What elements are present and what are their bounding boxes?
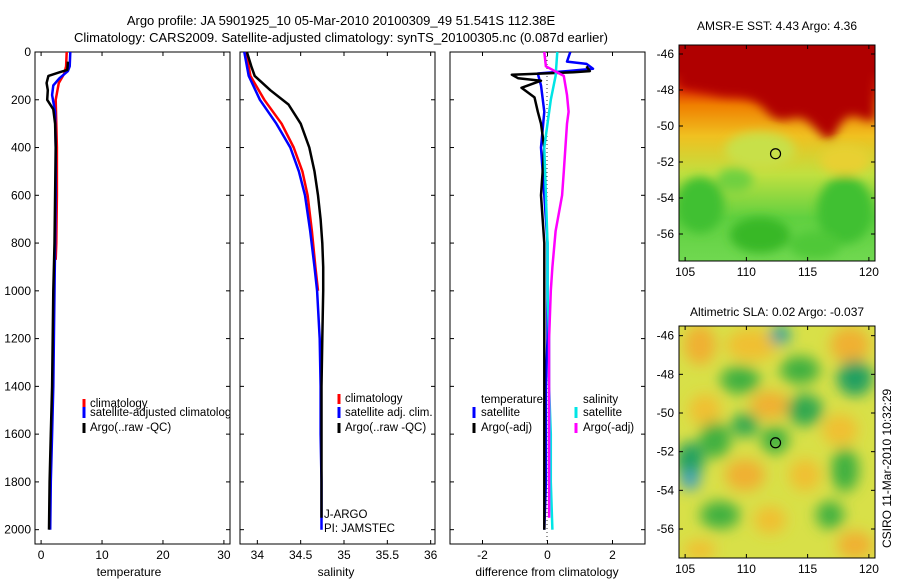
y-tick-label: -52: [657, 155, 675, 169]
project-annotation: J-ARGO: [324, 509, 368, 521]
y-tick-label: 1200: [4, 332, 31, 346]
y-tick-label: 0: [24, 45, 31, 59]
x-tick-label: 105: [675, 265, 695, 279]
x-tick-label: 0: [544, 548, 551, 562]
y-tick-label: -52: [657, 445, 675, 459]
temperature-legend: climatology satellite-adjusted climatolo…: [82, 398, 231, 434]
y-tick-label: -48: [657, 367, 675, 381]
sla-map-axes: 105 110 115 120 -46 -48 -50 -52 -54 -56: [657, 326, 879, 576]
x-tick-label: 34.5: [289, 548, 313, 562]
series-line-climatology: [244, 51, 320, 291]
sst-map-frame: [678, 44, 876, 262]
x-tick-label: 110: [737, 562, 756, 576]
difference-profile-panel: -2 0 2: [449, 51, 646, 562]
y-tick-label: -56: [657, 227, 675, 241]
x-tick-label: 105: [675, 562, 695, 576]
y-tick-label: 1600: [4, 427, 31, 441]
y-tick-label: -50: [657, 119, 675, 133]
legend-label: Argo(..raw -QC): [345, 422, 426, 434]
sla-map-image: [679, 326, 875, 558]
figure-subtitle: Climatology: CARS2009. Satellite-adjuste…: [74, 30, 608, 45]
series-line-argo-raw-qc: [245, 51, 325, 518]
y-tick-label: 800: [11, 236, 31, 250]
x-tick-label: 2: [609, 548, 616, 562]
legend-heading-temperature: temperature: [481, 394, 543, 406]
sst-map-image: [679, 45, 875, 261]
y-tick-label: -54: [657, 483, 675, 497]
series-line-temperature-satellite: [536, 51, 595, 530]
y-tick-label: 1400: [4, 379, 31, 393]
legend-label: satellite: [481, 407, 520, 419]
credit-timestamp: CSIRO 11-Mar-2010 10:32:29: [880, 388, 894, 548]
sla-map-frame: [678, 325, 876, 559]
series-line-climatology: [54, 51, 68, 260]
legend-label: Argo(-adj): [481, 422, 532, 434]
temperature-profile-panel: 0 10 20 30 0 200 400 600 800 1000 1200 1400 1600 1800…: [4, 45, 231, 562]
y-tick-label: 600: [11, 188, 31, 202]
salinity-axis-label: salinity: [318, 565, 355, 579]
sst-map-axes: 105 110 115 120 -46 -48 -50 -52 -54 -56: [657, 45, 879, 279]
difference-axis-label: difference from climatology: [475, 565, 618, 579]
y-tick-label: -54: [657, 191, 675, 205]
y-tick-label: 400: [11, 141, 31, 155]
series-line-salinity-argo-adj: [543, 51, 570, 518]
x-tick-label: 20: [156, 548, 170, 562]
y-tick-label: -56: [657, 522, 675, 536]
x-tick-label: 30: [217, 548, 231, 562]
pi-annotation: PI: JAMSTEC: [324, 523, 395, 535]
x-tick-label: 115: [798, 562, 817, 576]
x-tick-label: 36: [424, 548, 438, 562]
y-tick-label: -46: [657, 47, 675, 61]
x-tick-label: -2: [477, 548, 488, 562]
legend-label: Argo(..raw -QC): [90, 422, 171, 434]
x-tick-label: 10: [95, 548, 109, 562]
salinity-profile-panel: 34 34.5 35 35.5 36: [239, 51, 438, 562]
legend-label: satellite adj. clim.: [345, 407, 433, 419]
y-tick-label: -50: [657, 406, 675, 420]
sst-map-title: AMSR-E SST: 4.43 Argo: 4.36: [697, 19, 857, 33]
y-tick-label: 1000: [4, 284, 31, 298]
y-tick-label: 1800: [4, 475, 31, 489]
x-tick-label: 34: [251, 548, 265, 562]
x-tick-label: 120: [859, 265, 879, 279]
legend-label: Argo(-adj): [583, 422, 634, 434]
temperature-axis-label: temperature: [97, 565, 162, 579]
series-line-argo-raw-qc: [45, 61, 70, 530]
legend-label: satellite: [583, 407, 622, 419]
y-tick-label: 2000: [4, 523, 31, 537]
x-tick-label: 110: [737, 265, 756, 279]
x-tick-label: 115: [798, 265, 817, 279]
y-tick-label: 200: [11, 93, 31, 107]
figure-title: Argo profile: JA 5901925_10 05-Mar-2010 …: [127, 13, 556, 28]
y-tick-label: -46: [657, 329, 675, 343]
legend-heading-salinity: salinity: [583, 394, 618, 406]
x-tick-label: 35.5: [376, 548, 400, 562]
series-line-salinity-satellite: [543, 51, 559, 530]
x-tick-label: 0: [38, 548, 45, 562]
legend-label: climatology: [345, 393, 403, 405]
y-tick-label: -48: [657, 83, 675, 97]
difference-legend: temperature satellite Argo(-adj) salinit…: [472, 394, 634, 434]
float-location-marker: [769, 148, 782, 160]
sla-map-title: Altimetric SLA: 0.02 Argo: -0.037: [690, 305, 864, 319]
legend-label: satellite-adjusted climatolog: [90, 407, 231, 419]
x-tick-label: 120: [859, 562, 879, 576]
legend-label: climatology: [90, 398, 148, 410]
series-line-temperature-argo-adj: [510, 65, 592, 530]
salinity-legend: climatology satellite adj. clim. Argo(..…: [337, 393, 433, 434]
float-location-marker: [769, 437, 782, 449]
x-tick-label: 35: [337, 548, 351, 562]
